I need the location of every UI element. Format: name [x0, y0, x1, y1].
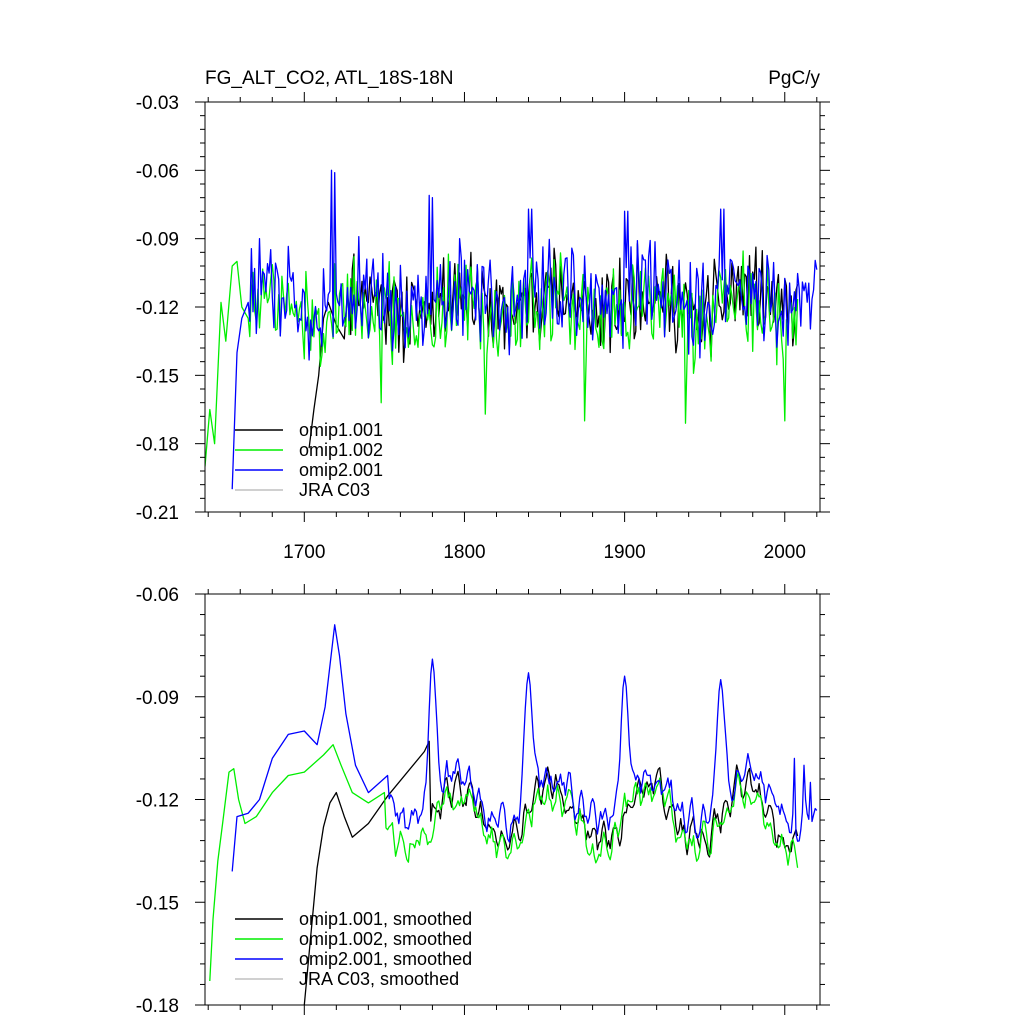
series-line-omip1-001	[308, 242, 799, 449]
y-tick-label: -0.06	[136, 585, 179, 606]
y-tick-label: -0.12	[136, 298, 179, 319]
legend-label: omip2.001	[299, 460, 383, 480]
legend-label: omip1.001	[299, 420, 383, 440]
y-tick-label: -0.03	[136, 93, 179, 114]
y-tick-label: -0.15	[136, 893, 179, 914]
units-label: PgC/y	[768, 68, 820, 89]
y-tick-label: -0.15	[136, 366, 179, 387]
series-group	[209, 624, 818, 1005]
y-tick-label: -0.09	[136, 230, 179, 251]
series-line-omip2-001	[231, 169, 818, 490]
y-tick-label: -0.12	[136, 791, 179, 812]
series-group	[205, 169, 818, 490]
legend-label: omip1.001, smoothed	[299, 909, 472, 929]
y-tick-label: -0.21	[136, 503, 179, 524]
x-tick-label: 2000	[764, 542, 806, 563]
series-line-omip2-001-smoothed	[231, 624, 818, 872]
legend-label: JRA C03	[299, 480, 370, 500]
bottom-panel: -0.18 -0.15 -0.12 -0.09 -0.06 omip1.001, smoo…	[136, 584, 830, 1017]
x-tick-label: 1800	[443, 542, 485, 563]
y-tick-label: -0.09	[136, 688, 179, 709]
series-line-omip1-001-smoothed	[303, 740, 799, 1005]
y-tick-label: -0.06	[136, 161, 179, 182]
plot-frame	[204, 593, 821, 1006]
legend-label: omip1.002, smoothed	[299, 929, 472, 949]
x-tick-label: 1700	[283, 542, 325, 563]
legend-label: omip2.001, smoothed	[299, 949, 472, 969]
x-tick-label: 1900	[603, 542, 645, 563]
legend-label: omip1.002	[299, 440, 383, 460]
legend-label: JRA C03, smoothed	[299, 969, 459, 989]
top-panel: FG_ALT_CO2, ATL_18S-18N PgC/y -0.21 -0.18 -0…	[136, 68, 830, 563]
series-line-omip1-002-smoothed	[209, 744, 799, 982]
y-tick-label: -0.18	[136, 435, 179, 456]
chart-title: FG_ALT_CO2, ATL_18S-18N	[205, 68, 454, 89]
y-tick-label: -0.18	[136, 996, 179, 1017]
